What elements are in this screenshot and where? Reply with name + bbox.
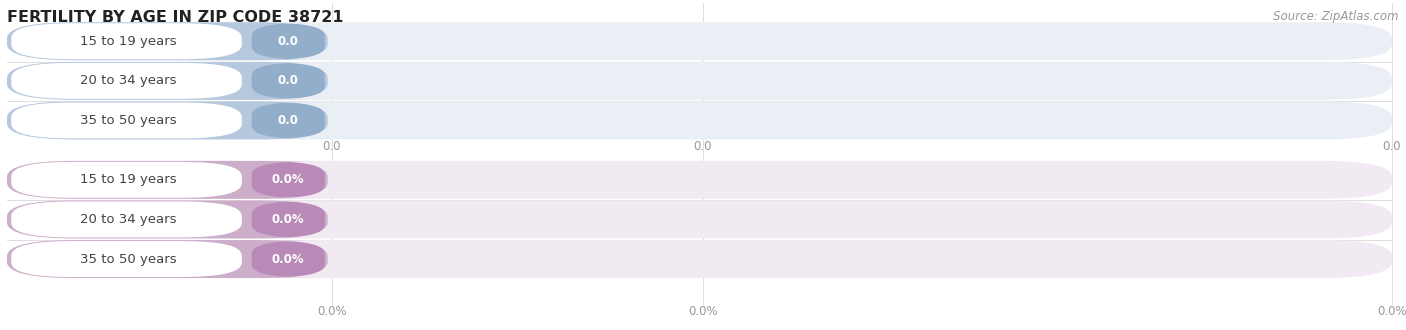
Text: 15 to 19 years: 15 to 19 years <box>80 173 177 186</box>
Text: 0.0%: 0.0% <box>271 173 305 186</box>
FancyBboxPatch shape <box>11 241 242 277</box>
FancyBboxPatch shape <box>252 241 325 277</box>
FancyBboxPatch shape <box>7 200 1392 238</box>
Text: 35 to 50 years: 35 to 50 years <box>80 114 177 127</box>
FancyBboxPatch shape <box>252 63 325 99</box>
FancyBboxPatch shape <box>11 201 242 238</box>
FancyBboxPatch shape <box>7 161 1392 199</box>
FancyBboxPatch shape <box>7 240 1392 278</box>
FancyBboxPatch shape <box>7 22 328 60</box>
FancyBboxPatch shape <box>7 62 328 100</box>
Text: 35 to 50 years: 35 to 50 years <box>80 252 177 266</box>
FancyBboxPatch shape <box>11 63 242 99</box>
FancyBboxPatch shape <box>7 102 328 139</box>
Text: 0.0: 0.0 <box>322 140 342 153</box>
Text: 0.0: 0.0 <box>278 114 298 127</box>
Text: 0.0%: 0.0% <box>688 305 718 318</box>
Text: 0.0%: 0.0% <box>271 252 305 266</box>
Text: 0.0: 0.0 <box>693 140 713 153</box>
FancyBboxPatch shape <box>11 162 242 198</box>
Text: Source: ZipAtlas.com: Source: ZipAtlas.com <box>1274 10 1399 23</box>
Text: 15 to 19 years: 15 to 19 years <box>80 35 177 48</box>
Text: 20 to 34 years: 20 to 34 years <box>80 213 177 226</box>
FancyBboxPatch shape <box>7 240 328 278</box>
FancyBboxPatch shape <box>252 102 325 139</box>
FancyBboxPatch shape <box>252 23 325 59</box>
Text: 0.0: 0.0 <box>278 35 298 48</box>
Text: 0.0: 0.0 <box>1382 140 1402 153</box>
FancyBboxPatch shape <box>7 102 1392 139</box>
Text: 20 to 34 years: 20 to 34 years <box>80 74 177 87</box>
Text: 0.0%: 0.0% <box>271 213 305 226</box>
FancyBboxPatch shape <box>252 201 325 238</box>
FancyBboxPatch shape <box>11 102 242 139</box>
FancyBboxPatch shape <box>7 200 328 238</box>
FancyBboxPatch shape <box>11 23 242 59</box>
FancyBboxPatch shape <box>7 62 1392 100</box>
Text: 0.0%: 0.0% <box>1376 305 1406 318</box>
Text: 0.0%: 0.0% <box>316 305 347 318</box>
Text: 0.0: 0.0 <box>278 74 298 87</box>
Text: FERTILITY BY AGE IN ZIP CODE 38721: FERTILITY BY AGE IN ZIP CODE 38721 <box>7 10 343 25</box>
FancyBboxPatch shape <box>252 161 325 198</box>
FancyBboxPatch shape <box>7 22 1392 60</box>
FancyBboxPatch shape <box>7 161 328 199</box>
